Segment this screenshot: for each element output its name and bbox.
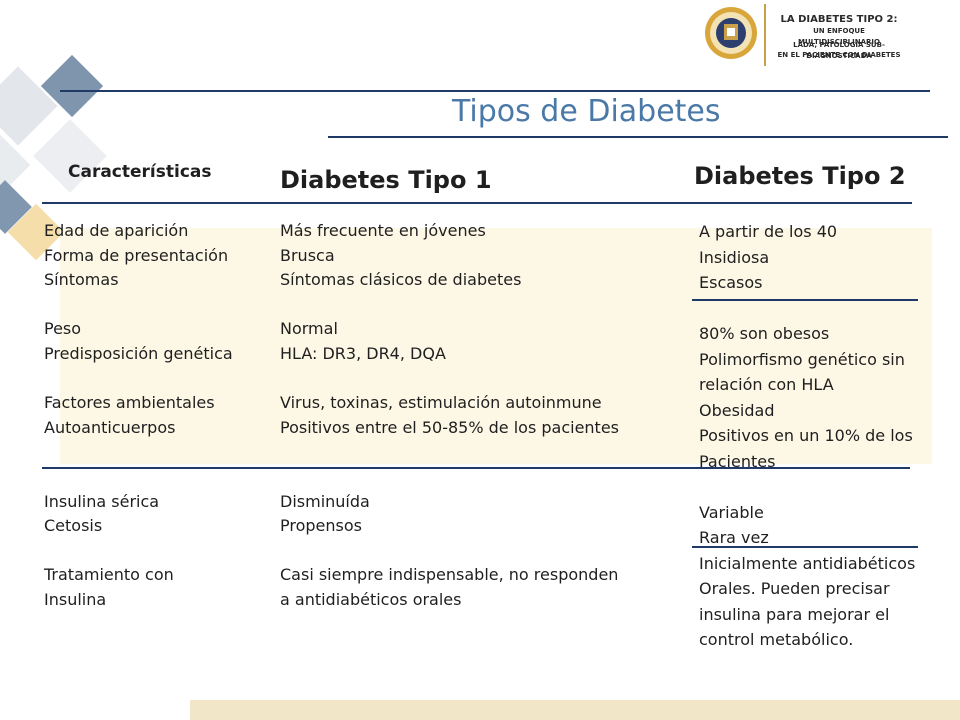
tipo2-cetosis: Rara vez <box>699 528 769 547</box>
tipo1-predisposicion: HLA: DR3, DR4, DQA <box>280 343 446 363</box>
spacer <box>280 293 680 318</box>
spacer <box>280 440 680 465</box>
column-caracteristicas: Edad de aparición Forma de presentación … <box>44 219 276 613</box>
tipo2-tratamiento-1: Inicialmente antidiabéticos <box>699 553 916 573</box>
header-brand-line4: EN EL PACIENTE CON DIABETES <box>777 51 901 59</box>
spacer <box>280 539 680 564</box>
column-tipo2: A partir de los 40 Insidiosa Escasos 80%… <box>699 219 939 653</box>
tipo1-sintomas: Síntomas clásicos de diabetes <box>280 270 522 290</box>
table-background-right <box>330 228 932 464</box>
label-predisposicion: Predisposición genética <box>44 343 233 363</box>
spacer <box>699 474 939 500</box>
tipo1-edad: Más frecuente en jóvenes <box>280 221 486 240</box>
tipo1-factores: Virus, toxinas, estimulación autoinmune <box>280 393 602 413</box>
label-edad: Edad de aparición <box>44 221 189 240</box>
label-autoanticuerpos: Autoanticuerpos <box>44 417 176 437</box>
header-diabetes-tipo2: Diabetes Tipo 2 <box>694 162 906 190</box>
label-forma: Forma de presentación <box>44 245 229 265</box>
university-seal-logo <box>704 6 758 60</box>
spacer <box>44 293 276 318</box>
tipo2-factores: Obesidad <box>699 400 775 420</box>
label-factores: Factores ambientales <box>44 393 215 413</box>
tipo1-cetosis: Propensos <box>280 516 362 536</box>
header-divider <box>764 4 766 66</box>
column-tipo1: Más frecuente en jóvenes Brusca Síntomas… <box>280 219 680 613</box>
header-diabetes-tipo1: Diabetes Tipo 1 <box>280 166 492 194</box>
spacer <box>44 539 276 564</box>
spacer <box>44 465 276 490</box>
label-peso: Peso <box>44 319 82 339</box>
tipo1-tratamiento-2: a antidiabéticos orales <box>280 589 462 609</box>
rule-header-bottom <box>42 202 912 204</box>
tipo2-autoanticuerpos-2: Pacientes <box>699 451 776 471</box>
tipo2-predisposicion-2: relación con HLA <box>699 375 834 394</box>
table-background-left <box>60 228 330 464</box>
label-tratamiento: Tratamiento con <box>44 565 174 585</box>
tipo2-forma: Insidiosa <box>699 247 770 267</box>
spacer <box>44 440 276 465</box>
tipo1-tratamiento-1: Casi siempre indispensable, no responden <box>280 565 619 585</box>
tipo2-predisposicion-1: Polimorfismo genético sin <box>699 349 905 369</box>
title-rule-bottom <box>328 136 948 138</box>
tipo2-insulina-serica: Variable <box>699 502 764 522</box>
tipo1-autoanticuerpos: Positivos entre el 50-85% de los pacient… <box>280 417 619 437</box>
title-rule-top <box>60 90 930 92</box>
header-brand-line2: UN ENFOQUE MULTIDISCIPLINARIO <box>798 27 880 46</box>
spacer <box>699 296 939 322</box>
label-cetosis: Cetosis <box>44 516 103 536</box>
rule-section-1 <box>692 299 918 301</box>
header-brand-line1: LA DIABETES TIPO 2: <box>780 14 898 25</box>
tipo2-sintomas: Escasos <box>699 273 763 292</box>
tipo2-edad: A partir de los 40 <box>699 222 838 241</box>
tipo2-tratamiento-3: insulina para mejorar el <box>699 604 890 624</box>
header-brand-line3: LADA, PATOLOGÍA SUB-DIAGNOSTICADA <box>793 41 885 60</box>
tipo1-forma: Brusca <box>280 245 335 265</box>
label-sintomas: Síntomas <box>44 270 119 290</box>
rule-section-2 <box>42 467 910 469</box>
tipo1-insulina-serica: Disminuída <box>280 491 370 511</box>
tipo2-peso: 80% son obesos <box>699 324 830 343</box>
label-insulina: Insulina <box>44 589 107 609</box>
label-insulina-serica: Insulina sérica <box>44 491 160 511</box>
header-caracteristicas: Características <box>68 162 212 182</box>
footer-bar <box>190 700 960 720</box>
page-title: Tipos de Diabetes <box>452 94 721 129</box>
spacer <box>280 367 680 392</box>
tipo1-peso: Normal <box>280 319 338 339</box>
tipo2-tratamiento-2: Orales. Pueden precisar <box>699 579 890 598</box>
rule-section-3 <box>692 546 918 548</box>
spacer <box>44 367 276 392</box>
tipo2-tratamiento-4: control metabólico. <box>699 630 854 649</box>
tipo2-autoanticuerpos-1: Positivos en un 10% de los <box>699 426 913 445</box>
spacer <box>280 465 680 490</box>
